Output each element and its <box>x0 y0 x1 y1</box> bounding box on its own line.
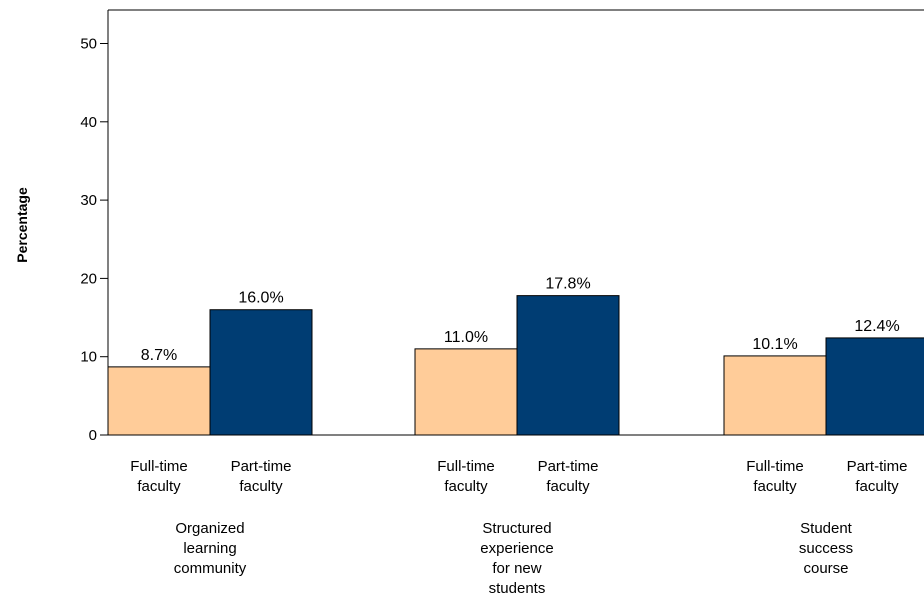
bar <box>107 366 211 436</box>
bar-category-label: Full-time faculty <box>130 458 188 495</box>
bar-category-label-line: faculty <box>239 478 283 495</box>
y-tick-label: 10 <box>80 349 97 366</box>
bar-category-label-line: Part-time <box>847 458 908 475</box>
group-label-line: experience <box>480 540 553 557</box>
group-label-line: students <box>489 580 546 597</box>
bar-category-label-line: Part-time <box>538 458 599 475</box>
bar-value-label: 12.4% <box>854 318 899 335</box>
y-tick-label: 0 <box>89 427 97 444</box>
bar-value-label: 16.0% <box>238 290 283 307</box>
bars <box>107 295 924 436</box>
bar-category-label-line: Part-time <box>231 458 292 475</box>
bar-value-label: 8.7% <box>141 347 177 364</box>
bar-category-label-line: faculty <box>137 478 181 495</box>
group-label-line: course <box>803 560 848 577</box>
bar-category-label: Part-time faculty <box>847 458 908 495</box>
bar <box>723 355 827 436</box>
y-axis-label: Percentage <box>14 187 30 263</box>
bar-category-label-line: Full-time <box>437 458 495 475</box>
group-label: Organized learning community <box>174 520 247 577</box>
labels: 8.7% Full-time faculty 16.0% Part-time facult… <box>130 276 907 597</box>
bar <box>209 309 313 436</box>
y-tick-label: 50 <box>80 36 97 53</box>
group-label-line: Student <box>800 520 853 537</box>
bar-value-label: 11.0% <box>444 329 488 346</box>
bar-category-label-line: faculty <box>855 478 899 495</box>
group-label: Student success course <box>799 520 853 577</box>
bar <box>825 337 924 436</box>
bar-category-label-line: Full-time <box>746 458 804 475</box>
bar-category-label: Full-time faculty <box>437 458 495 495</box>
bar-category-label-line: Full-time <box>130 458 188 475</box>
bar-value-label: 10.1% <box>752 336 797 353</box>
y-tick-label: 30 <box>80 192 97 209</box>
group-label-line: Organized <box>175 520 244 537</box>
bar-value-label: 17.8% <box>545 276 590 293</box>
bar-category-label-line: faculty <box>546 478 590 495</box>
group-label-line: success <box>799 540 853 557</box>
bar-category-label: Full-time faculty <box>746 458 804 495</box>
group-label-line: learning <box>183 540 236 557</box>
bar-category-label-line: faculty <box>753 478 797 495</box>
group-label-line: for new <box>492 560 541 577</box>
group-label: Structured experience for new students <box>480 520 553 597</box>
bar <box>516 295 620 436</box>
y-tick-label: 20 <box>80 270 97 287</box>
group-label-line: community <box>174 560 247 577</box>
bar-category-label: Part-time faculty <box>231 458 292 495</box>
bar-category-label: Part-time faculty <box>538 458 599 495</box>
y-tick-label: 40 <box>80 114 97 131</box>
bar-category-label-line: faculty <box>444 478 488 495</box>
group-label-line: Structured <box>482 520 551 537</box>
bar <box>414 348 518 436</box>
